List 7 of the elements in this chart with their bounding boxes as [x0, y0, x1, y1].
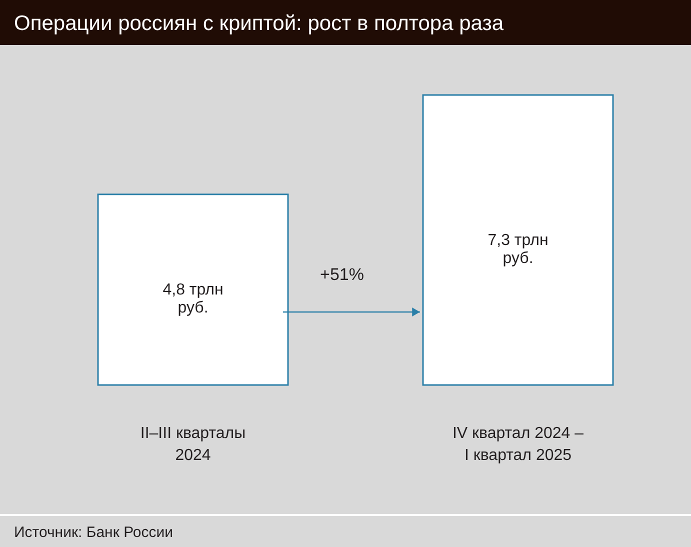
data-label: 4,8 трлн руб.: [162, 282, 224, 317]
annotation: +51%: [320, 265, 364, 284]
data-label: 7,3 трлн руб.: [488, 232, 548, 267]
chart-title: Операции россиян с криптой: рост в полтора раза: [14, 12, 504, 35]
x-tick-label: IV квартал 2024 – I квартал 2025: [452, 425, 584, 464]
text: Источник: Банк России: [14, 524, 174, 541]
x-tick-label: II–III кварталы 2024: [140, 425, 246, 464]
